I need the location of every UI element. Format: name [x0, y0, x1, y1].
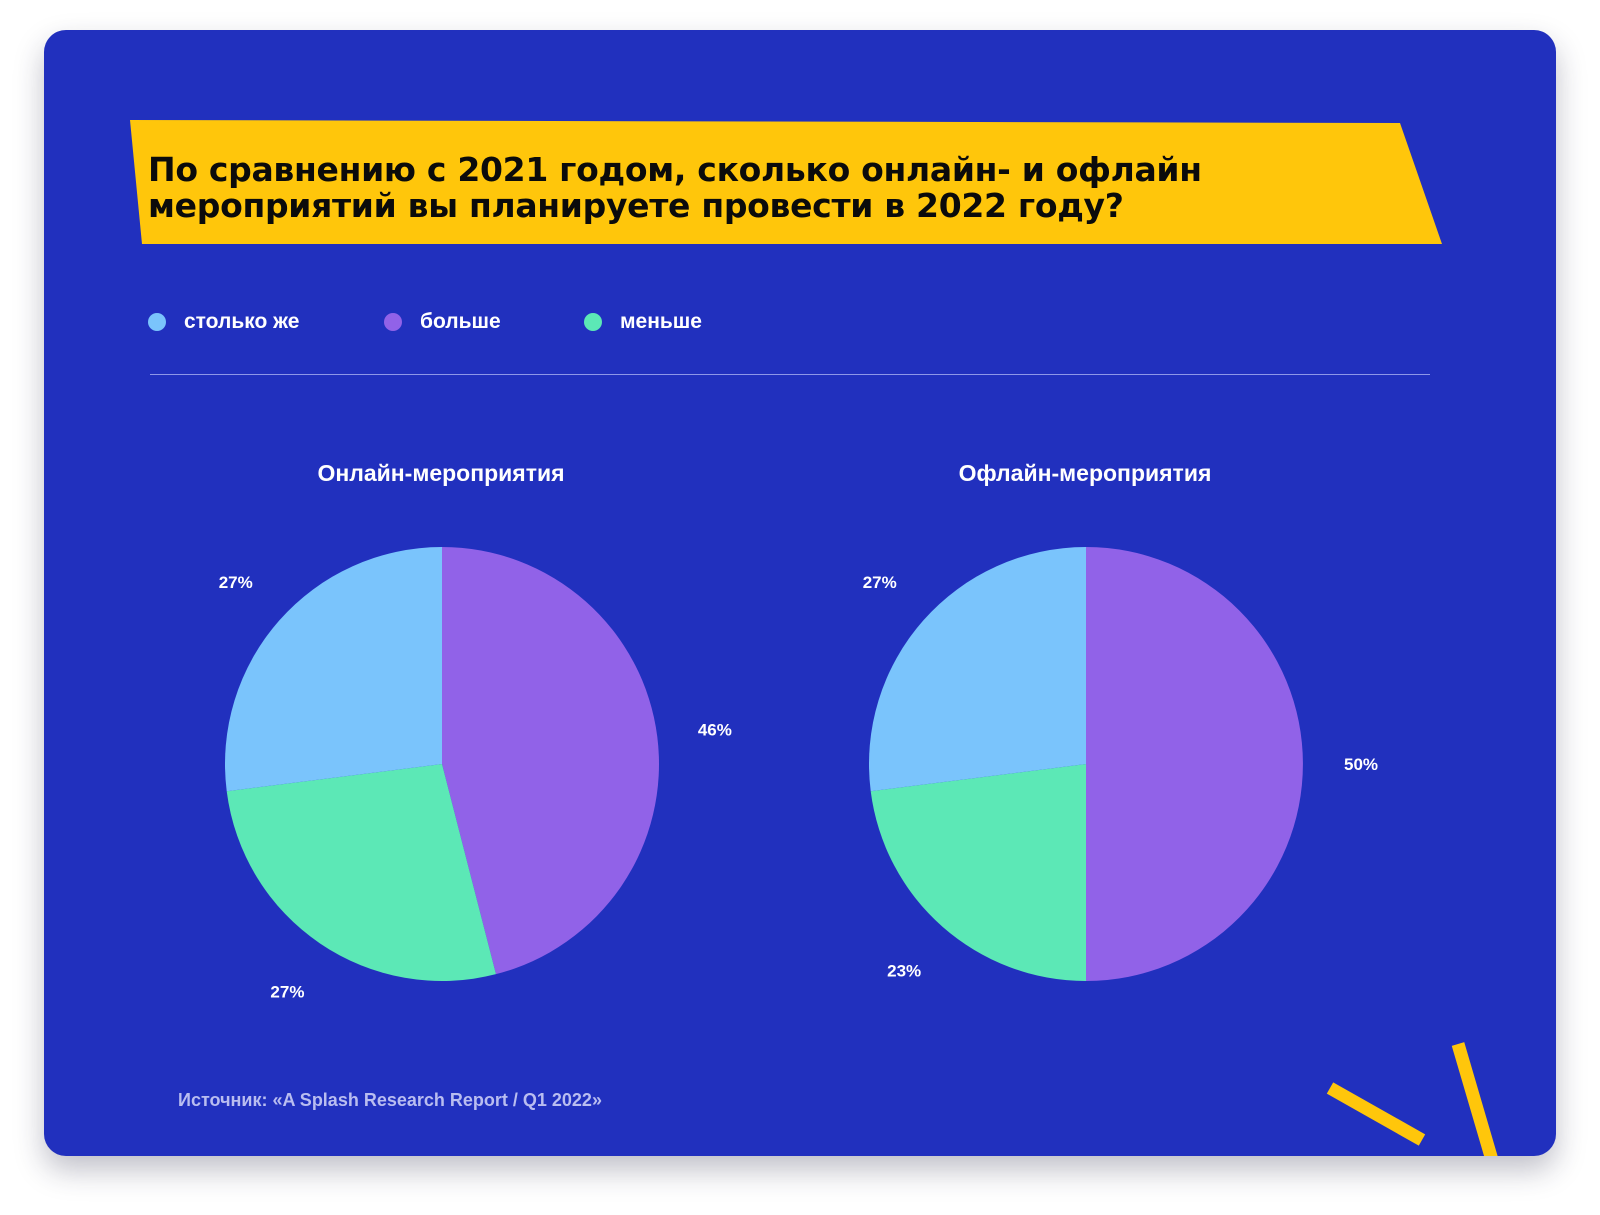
source-note: Источник: «A Splash Research Report / Q1… — [178, 1090, 602, 1110]
offline-pie: 50% 23% 27% — [863, 547, 1378, 981]
offline-chart-title: Офлайн-мероприятия — [958, 460, 1212, 486]
pie-slice-same — [869, 547, 1086, 792]
legend-item-same: столько же — [148, 302, 299, 342]
pie-label-same: 27% — [863, 573, 897, 592]
pie-slice-less — [226, 764, 496, 982]
legend-item-more: больше — [384, 302, 501, 342]
pie-slice-more — [1086, 547, 1303, 981]
legend-item-less: меньше — [584, 302, 702, 342]
pie-slice-less — [870, 764, 1086, 981]
title-banner — [130, 120, 1514, 248]
divider — [150, 374, 1430, 375]
legend-label-same: столько же — [184, 310, 300, 333]
legend-dot-same — [148, 313, 166, 331]
pie-label-less: 23% — [887, 961, 921, 980]
stripe-diagonal — [1326, 1082, 1426, 1146]
legend-dot-less — [584, 313, 602, 331]
pie-slice-same — [225, 547, 442, 792]
banner-shape — [130, 120, 1442, 244]
online-chart: Онлайн-мероприятия 46% 27% 27% — [116, 460, 766, 1060]
legend-label-less: меньше — [620, 310, 702, 333]
stripe-vertical — [1451, 1042, 1498, 1156]
pie-label-more: 46% — [698, 721, 732, 740]
pie-label-more: 50% — [1344, 755, 1378, 774]
decorative-stripes — [1326, 1042, 1498, 1156]
legend-label-more: больше — [420, 310, 501, 333]
infographic-card: По сравнению с 2021 годом, сколько онлай… — [44, 30, 1556, 1156]
page-title: По сравнению с 2021 годом, сколько онлай… — [148, 150, 1202, 225]
online-chart-title: Онлайн-мероприятия — [317, 460, 565, 486]
pie-slice-more — [442, 547, 660, 975]
pie-label-less: 27% — [270, 982, 304, 1001]
online-pie: 46% 27% 27% — [219, 547, 732, 1001]
legend-dot-more — [384, 313, 402, 331]
offline-chart: Офлайн-мероприятия 50% 23% 27% — [760, 460, 1410, 1060]
pie-label-same: 27% — [219, 573, 253, 592]
